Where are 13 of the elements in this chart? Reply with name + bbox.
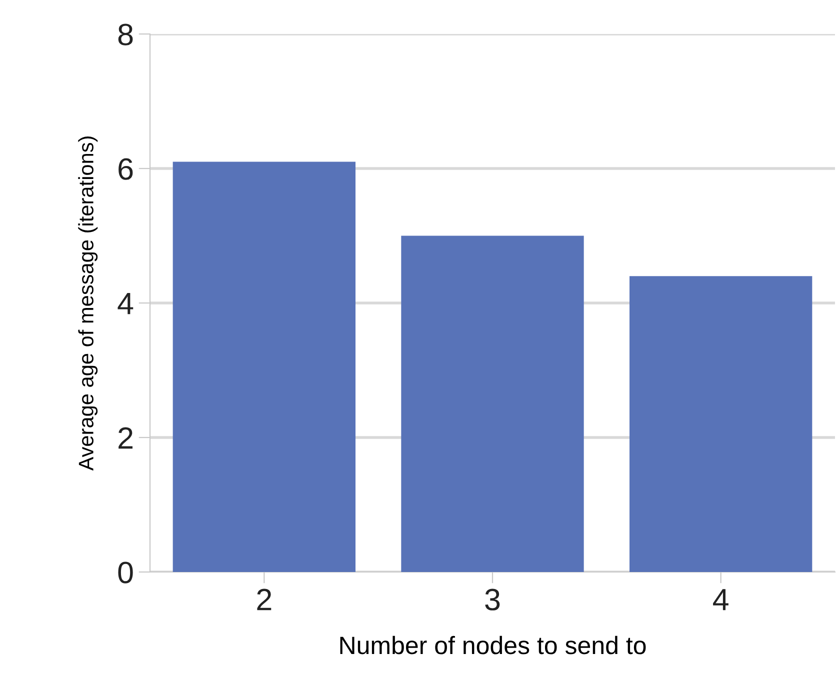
bar — [401, 236, 584, 572]
y-axis-title: Average age of message (iterations) — [78, 136, 98, 471]
y-tick-label: 6 — [118, 158, 133, 180]
x-axis-title: Number of nodes to send to — [340, 636, 646, 654]
y-tick-label: 2 — [118, 427, 132, 449]
x-tick-label: 4 — [713, 589, 728, 610]
y-tick-label: 8 — [118, 24, 133, 46]
bar — [172, 162, 356, 572]
y-tick-label: 0 — [118, 562, 133, 584]
y-tick-label: 4 — [118, 293, 134, 314]
x-tick-label: 3 — [485, 588, 500, 610]
bar — [630, 276, 812, 572]
x-tick-label: 2 — [257, 588, 272, 610]
